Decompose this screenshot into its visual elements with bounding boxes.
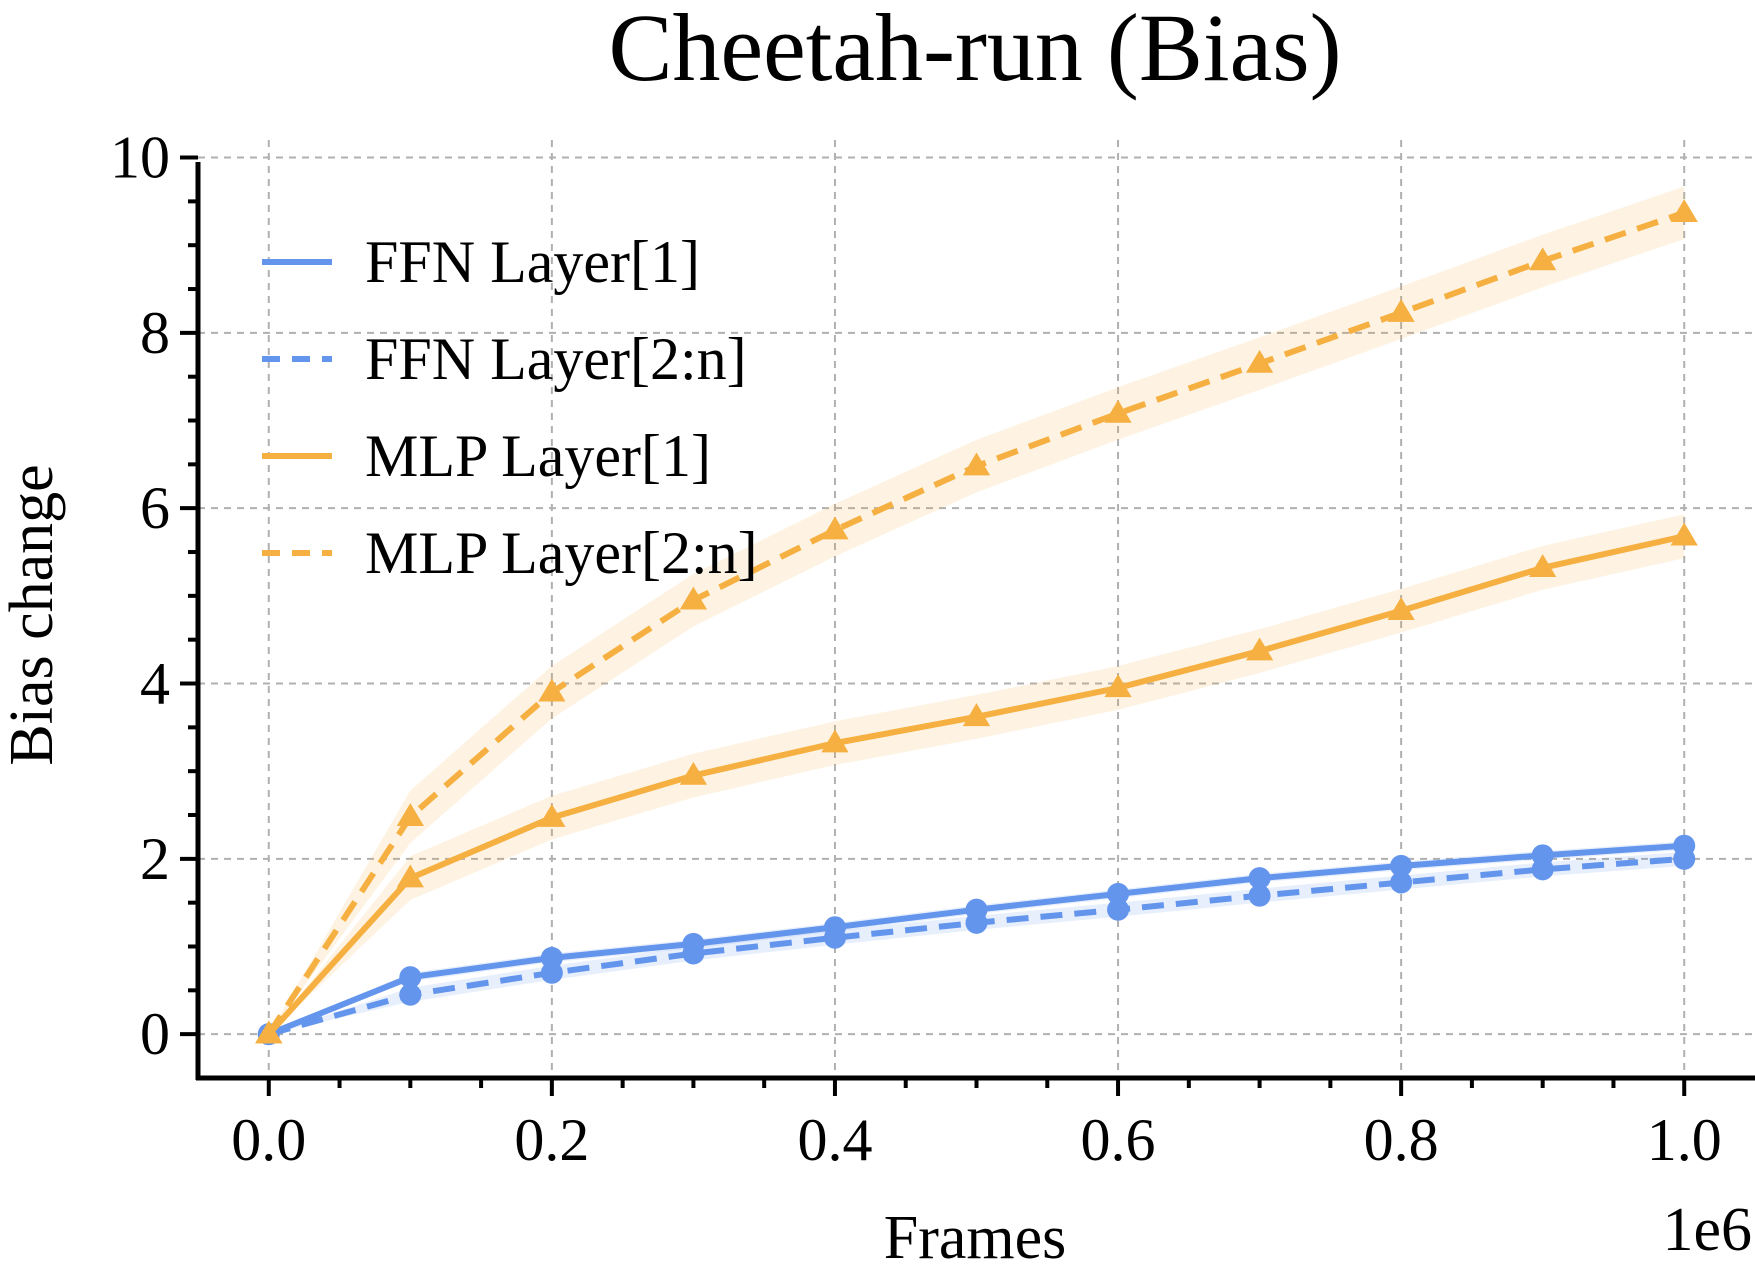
data-point [1248,884,1271,907]
data-point [1387,597,1415,620]
data-point [962,452,991,476]
x-tick-label: 0.8 [1364,1107,1439,1173]
data-point [1107,898,1130,921]
legend-label: MLP Layer[1] [365,423,711,489]
data-point [1248,867,1271,890]
legend-entry: FFN Layer[1] [262,229,700,295]
y-tick-label: 4 [140,651,170,717]
legend-label: FFN Layer[1] [365,229,700,295]
data-point [1245,637,1274,661]
legend: FFN Layer[1] FFN Layer[2:n] MLP Layer[1] ML… [262,229,758,586]
y-tick-label: 2 [140,826,170,892]
data-point [1390,854,1413,877]
x-tick-label: 0.2 [514,1107,589,1173]
y-tick-label: 10 [110,125,170,191]
legend-entry: MLP Layer[2:n] [262,520,758,586]
data-point [682,942,705,965]
series-line [267,855,1685,1038]
data-point [1529,247,1557,271]
chart-title: Cheetah-run (Bias) [608,0,1341,101]
confidence-band [268,851,1685,1035]
x-tick-label: 1.0 [1647,1107,1722,1173]
data-point [396,864,424,888]
data-point [1529,554,1557,578]
data-point [1531,858,1554,881]
confidence-band [268,514,1685,1035]
y-tick-label: 0 [140,1001,170,1067]
data-point [538,803,566,827]
data-point [821,729,849,753]
axes [180,155,1755,1096]
y-axis-label: Bias change [0,464,66,765]
data-point [823,926,846,949]
legend-entry: MLP Layer[1] [262,423,711,489]
x-offset-label: 1e6 [1662,1196,1752,1264]
data-point [255,1020,283,1044]
y-tick-label: 6 [140,475,170,541]
y-tick-label: 8 [140,300,170,366]
series-lines [255,199,1698,1046]
legend-entry: FFN Layer[2:n] [262,326,747,392]
data-point [1673,847,1696,870]
x-tick-label: 0.4 [797,1107,872,1173]
data-point [540,961,563,984]
data-point [399,966,422,989]
data-point [1107,882,1130,905]
confidence-band [268,186,1685,1035]
data-point [1104,399,1132,423]
data-point [1390,871,1413,894]
legend-label: MLP Layer[2:n] [365,520,758,586]
data-point [679,761,708,785]
x-axis-label: Frames [884,1204,1067,1272]
x-tick-label: 0.6 [1081,1107,1156,1173]
data-point [399,983,422,1006]
legend-label: FFN Layer[2:n] [365,326,747,392]
data-point [538,678,566,702]
data-point [962,703,991,727]
data-point [1245,349,1274,373]
data-point [965,911,988,934]
tick-labels: 0.0 0.2 0.4 0.6 0.8 1.0 0 2 4 6 8 10 [110,125,1722,1173]
series-mlp-layer-2-n [255,199,1698,1044]
data-point [679,586,708,610]
data-point [1104,674,1132,698]
x-tick-label: 0.0 [231,1107,306,1173]
data-point [1670,199,1698,223]
data-point [1387,299,1415,322]
data-point [396,803,424,827]
data-point [821,516,849,540]
data-point [1670,522,1698,546]
